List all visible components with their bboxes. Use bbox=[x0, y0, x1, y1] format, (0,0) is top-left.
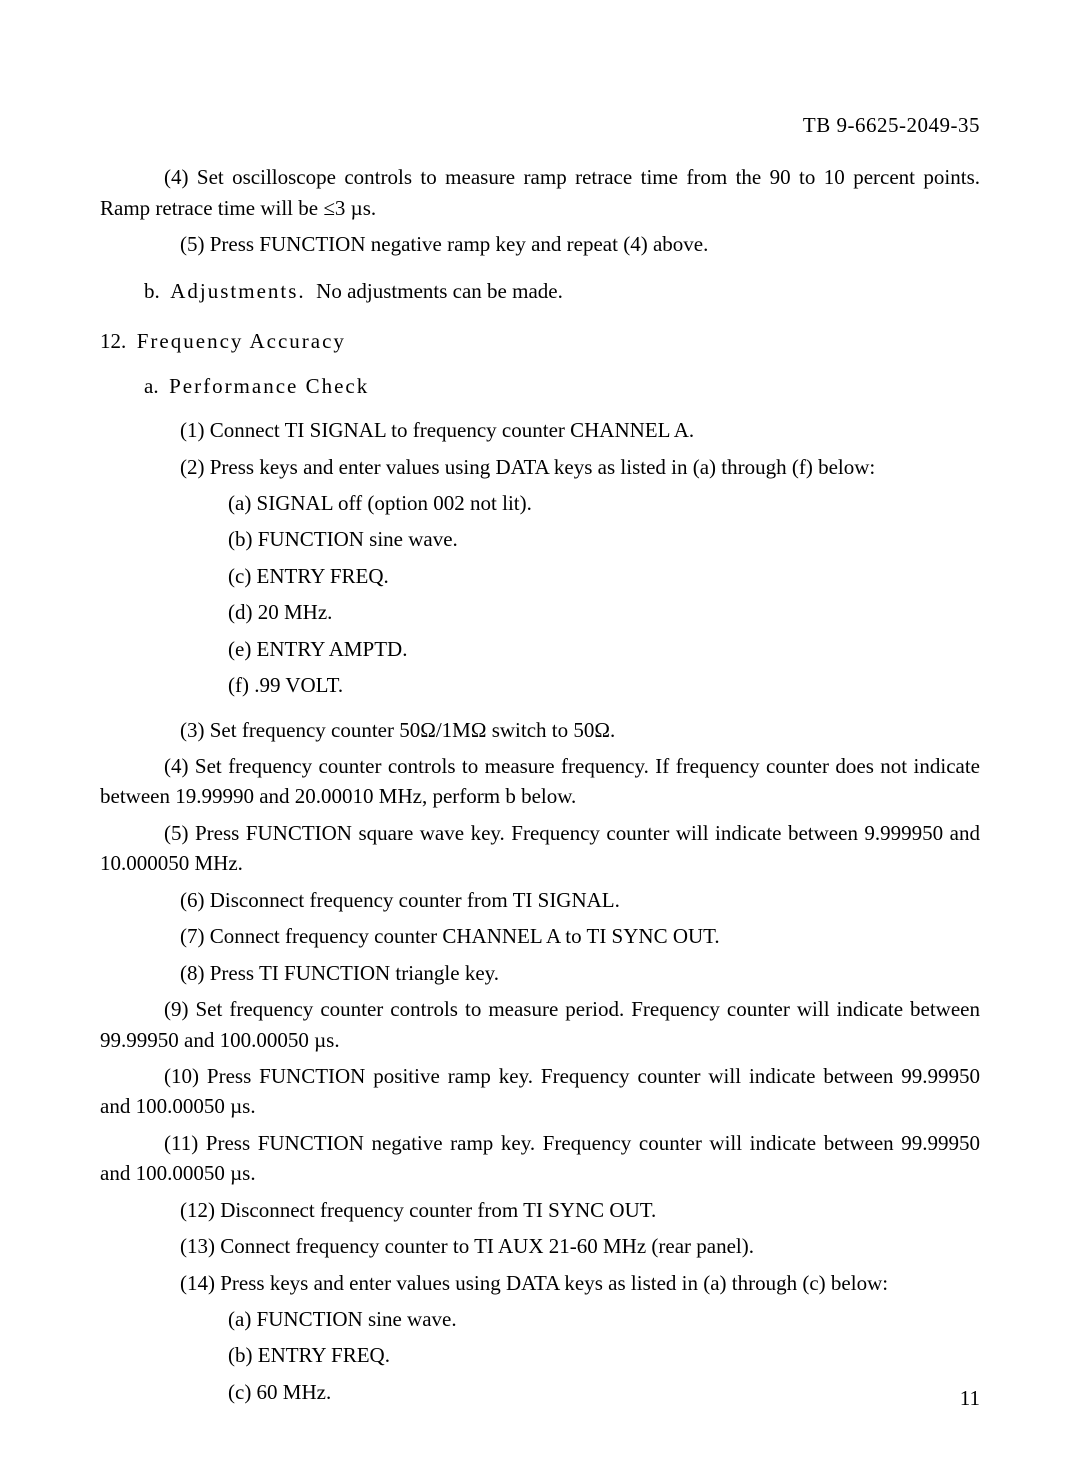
step-12-13: (13) Connect frequency counter to TI AUX… bbox=[100, 1231, 980, 1261]
step-12-12: (12) Disconnect frequency counter from T… bbox=[100, 1195, 980, 1225]
step-12-14a: (a) FUNCTION sine wave. bbox=[100, 1304, 980, 1334]
step-12-3: (3) Set frequency counter 50Ω/1MΩ switch… bbox=[100, 715, 980, 745]
para-4: (4) Set oscilloscope controls to measure… bbox=[100, 162, 980, 223]
para-a-performance: a. Performance Check bbox=[100, 371, 980, 401]
step-12-14b: (b) ENTRY FREQ. bbox=[100, 1340, 980, 1370]
step-12-8: (8) Press TI FUNCTION triangle key. bbox=[100, 958, 980, 988]
para-5: (5) Press FUNCTION negative ramp key and… bbox=[100, 229, 980, 259]
step-12-7: (7) Connect frequency counter CHANNEL A … bbox=[100, 921, 980, 951]
step-12-2a: (a) SIGNAL off (option 002 not lit). bbox=[100, 488, 980, 518]
step-12-2b: (b) FUNCTION sine wave. bbox=[100, 524, 980, 554]
step-12-2: (2) Press keys and enter values using DA… bbox=[100, 452, 980, 482]
step-12-11: (11) Press FUNCTION negative ramp key. F… bbox=[100, 1128, 980, 1189]
step-12-6: (6) Disconnect frequency counter from TI… bbox=[100, 885, 980, 915]
step-12-5: (5) Press FUNCTION square wave key. Freq… bbox=[100, 818, 980, 879]
step-12-2f: (f) .99 VOLT. bbox=[100, 670, 980, 700]
para-b-adjustments: b. Adjustments. No adjustments can be ma… bbox=[100, 276, 980, 306]
section-12-title: 12. Frequency Accuracy bbox=[100, 326, 980, 356]
step-12-1: (1) Connect TI SIGNAL to frequency count… bbox=[100, 415, 980, 445]
step-12-4: (4) Set frequency counter controls to me… bbox=[100, 751, 980, 812]
step-12-2e: (e) ENTRY AMPTD. bbox=[100, 634, 980, 664]
step-12-14c: (c) 60 MHz. bbox=[100, 1377, 980, 1407]
document-page: TB 9-6625-2049-35 (4) Set oscilloscope c… bbox=[0, 0, 1080, 1473]
page-number: 11 bbox=[960, 1383, 980, 1413]
step-12-2d: (d) 20 MHz. bbox=[100, 597, 980, 627]
step-12-9: (9) Set frequency counter controls to me… bbox=[100, 994, 980, 1055]
document-header: TB 9-6625-2049-35 bbox=[100, 110, 980, 140]
step-12-10: (10) Press FUNCTION positive ramp key. F… bbox=[100, 1061, 980, 1122]
step-12-2c: (c) ENTRY FREQ. bbox=[100, 561, 980, 591]
step-12-14: (14) Press keys and enter values using D… bbox=[100, 1268, 980, 1298]
